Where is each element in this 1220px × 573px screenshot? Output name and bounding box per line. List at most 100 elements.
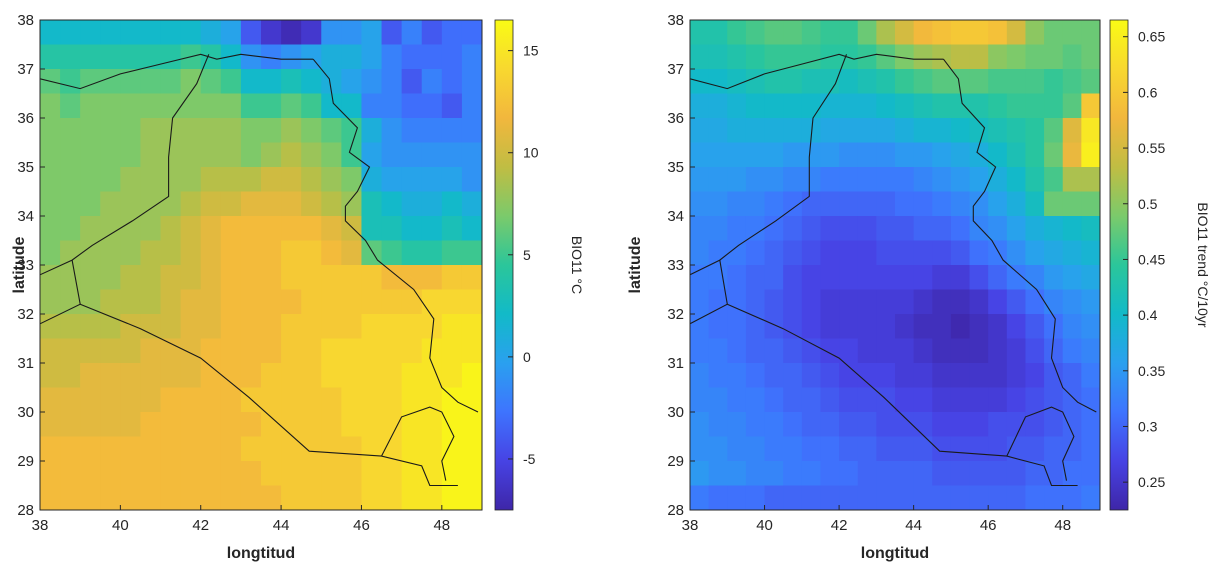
heatmap-cell [220, 412, 242, 438]
heatmap-cell [361, 289, 383, 315]
heatmap-cell [764, 167, 784, 193]
heatmap-cell [988, 191, 1008, 217]
heatmap-cell [950, 363, 971, 389]
colorbar-ticks: 0.25 0.3 0.35 0.4 0.45 0.5 0.55 0.6 0.65 [1123, 29, 1165, 490]
heatmap-cell [895, 20, 915, 46]
heatmap-cell [361, 44, 383, 70]
heatmap-cell [708, 240, 728, 266]
y-tick-label: 37 [667, 61, 684, 78]
colorbar-tick-label: 5 [523, 247, 531, 263]
heatmap-cell [321, 461, 342, 487]
heatmap-cell [969, 436, 989, 462]
heatmap-cell [281, 191, 302, 217]
heatmap-cell [60, 436, 81, 462]
heatmap-cell [1062, 461, 1082, 487]
heatmap-cell [1062, 216, 1082, 242]
heatmap-cell [261, 363, 282, 389]
heatmap-cell [690, 216, 710, 242]
heatmap-cell [321, 289, 342, 315]
heatmap-cell [160, 44, 182, 70]
heatmap-cell [381, 93, 403, 119]
heatmap-cell [1006, 44, 1027, 70]
heatmap-cell [969, 387, 989, 413]
heatmap-cell [441, 69, 463, 95]
heatmap-cell [140, 216, 162, 242]
heatmap-cell [913, 93, 933, 119]
heatmap-cell [1044, 69, 1064, 95]
heatmap-cell [727, 436, 747, 462]
y-tick-label: 33 [17, 257, 34, 274]
heatmap-cell [988, 461, 1008, 487]
heatmap-cell [839, 363, 859, 389]
border-line [40, 54, 210, 276]
heatmap-cell [745, 387, 766, 413]
heatmap-cell [857, 240, 877, 266]
heatmap-cell [876, 412, 896, 438]
heatmap-cell [220, 265, 242, 291]
heatmap-cell [932, 142, 952, 168]
heatmap-cell [895, 44, 915, 70]
heatmap-cell [140, 69, 162, 95]
heatmap-cell [690, 167, 710, 193]
heatmap-cell [200, 93, 222, 119]
heatmap-cell [690, 191, 710, 217]
heatmap-cell [1062, 387, 1082, 413]
heatmap-cell [820, 216, 840, 242]
heatmap-cell [200, 216, 222, 242]
heatmap-cell [876, 314, 896, 340]
heatmap-cell [988, 167, 1008, 193]
heatmap-cell [281, 69, 302, 95]
heatmap-cell [801, 363, 822, 389]
heatmap-cell [969, 240, 989, 266]
heatmap-cell [160, 412, 182, 438]
heatmap-cell [1006, 69, 1027, 95]
colorbar-tick-label: 0.4 [1138, 307, 1158, 323]
heatmap-cell [783, 436, 803, 462]
colorbar-tick-label: 0.6 [1138, 84, 1158, 100]
heatmap-cell [727, 265, 747, 291]
heatmap-cell [913, 363, 933, 389]
heatmap-cell [690, 461, 710, 487]
heatmap-cell [1006, 118, 1027, 144]
heatmap-cell [461, 314, 482, 340]
heatmap-cell [341, 265, 363, 291]
heatmap-cell [321, 240, 342, 266]
heatmap-cell [727, 69, 747, 95]
heatmap-cell [764, 20, 784, 46]
heatmap-cell [1025, 314, 1045, 340]
y-tick-label: 31 [17, 355, 34, 372]
heatmap-cell [60, 265, 81, 291]
x-tick-label: 44 [273, 517, 290, 534]
heatmap-cell [301, 142, 322, 168]
heatmap-cell [281, 314, 302, 340]
heatmap-cell [461, 265, 482, 291]
heatmap-cell [857, 191, 877, 217]
heatmap-cell [820, 191, 840, 217]
heatmap-cell [1025, 485, 1045, 510]
heatmap-cell [381, 118, 403, 144]
heatmap-cell [341, 118, 363, 144]
x-axis-ticks: 38 40 42 44 46 48 [32, 505, 450, 534]
heatmap-cell [690, 289, 710, 315]
heatmap-cell [708, 461, 728, 487]
heatmap-cell [421, 289, 443, 315]
heatmap-cell [401, 314, 423, 340]
heatmap-cell [60, 387, 81, 413]
colorbar-label: BIO11 °C [569, 236, 585, 294]
heatmap-cell [421, 93, 443, 119]
heatmap-cell [913, 191, 933, 217]
heatmap-cell [839, 93, 859, 119]
heatmap-cell [1025, 20, 1045, 46]
heatmap-cell [1044, 436, 1064, 462]
heatmap-cell [160, 387, 182, 413]
colorbar-tick-label: 0.35 [1138, 363, 1165, 379]
heatmap-cell [361, 20, 383, 46]
heatmap-cell [783, 412, 803, 438]
heatmap-cell [745, 44, 766, 70]
heatmap-cell [120, 118, 142, 144]
x-axis-label: longtitud [861, 545, 929, 562]
x-axis-ticks: 38 40 42 44 46 48 [682, 505, 1071, 534]
heatmap-cell [120, 167, 142, 193]
heatmap-cell [988, 142, 1008, 168]
heatmap-cell [857, 485, 877, 510]
